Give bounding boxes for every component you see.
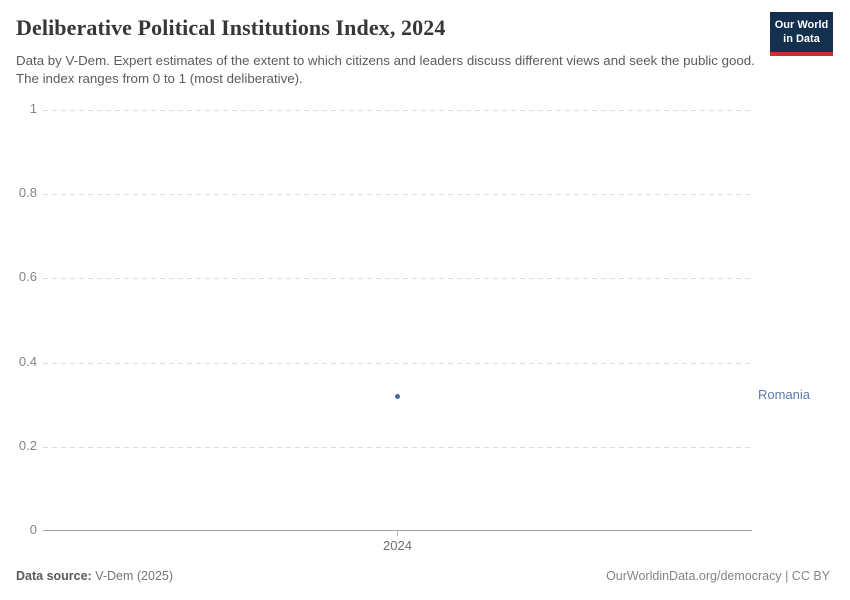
y-gridline — [43, 362, 752, 364]
y-axis-tick-label: 0.8 — [18, 185, 37, 201]
y-axis-tick-label: 0.6 — [18, 269, 37, 285]
chart-footer: Data source: V-Dem (2025) OurWorldinData… — [16, 569, 830, 583]
x-axis-tick — [397, 531, 398, 536]
plot-area — [43, 110, 752, 531]
y-axis-tick-label: 1 — [29, 101, 37, 116]
data-source-note: Data source: V-Dem (2025) — [16, 569, 173, 583]
y-gridline — [43, 278, 752, 280]
data-source-value: V-Dem (2025) — [91, 569, 174, 583]
data-source-label: Data source: — [16, 569, 92, 583]
license-link[interactable]: CC BY — [791, 569, 830, 583]
owid-url-link[interactable]: OurWorldinData.org/democracy — [606, 569, 782, 583]
y-gridline — [43, 194, 752, 196]
y-axis-tick-label: 0.2 — [18, 437, 37, 453]
y-axis-tick-label: 0 — [29, 522, 37, 537]
y-gridline — [43, 446, 752, 448]
y-gridline — [43, 110, 752, 111]
x-axis-tick-label: 2024 — [383, 538, 412, 553]
owid-logo-line1: Our World — [774, 19, 829, 31]
footer-separator: | — [781, 569, 792, 583]
footer-links: OurWorldinData.org/democracy | CC BY — [606, 569, 830, 583]
chart-subtitle: Data by V-Dem. Expert estimates of the e… — [16, 53, 755, 87]
y-axis-tick-label: 0.4 — [18, 353, 37, 369]
entity-label-romania[interactable]: Romania — [758, 387, 811, 403]
data-point-romania[interactable] — [395, 393, 400, 399]
chart-title: Deliberative Political Institutions Inde… — [16, 15, 446, 40]
owid-logo-line2: in Data — [783, 33, 820, 46]
owid-logo[interactable]: Our World in Data — [770, 12, 833, 56]
